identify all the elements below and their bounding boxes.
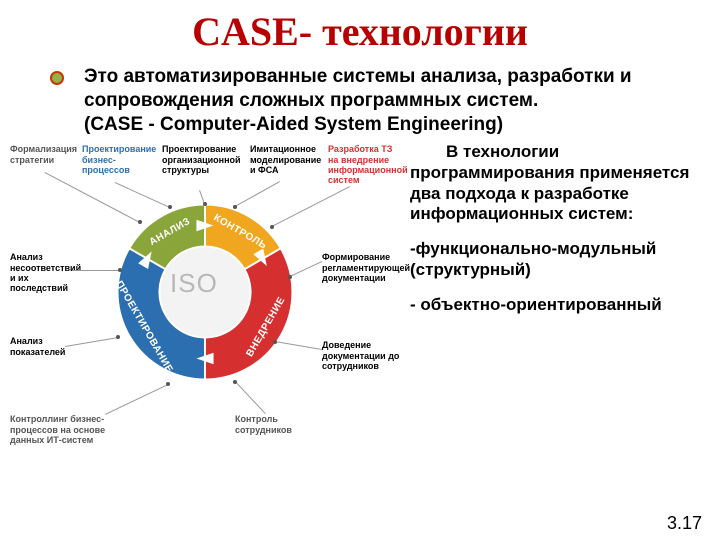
outer-label: Проектирование организационной структуры bbox=[162, 144, 248, 175]
outer-label: Проектирование бизнес-процессов bbox=[82, 144, 162, 175]
outer-label: Анализ несоответствий и их последствий bbox=[10, 252, 86, 293]
pointer-line bbox=[72, 270, 120, 271]
definition-row: Это автоматизированные системы анализа, … bbox=[0, 55, 720, 136]
approach-1: -функционально-модульный (структурный) bbox=[410, 239, 698, 280]
page-title: CASE- технологии bbox=[0, 0, 720, 55]
definition-text: Это автоматизированные системы анализа, … bbox=[84, 65, 680, 136]
center-label: ISO bbox=[170, 268, 218, 299]
outer-label: Имитационное моделирование и ФСА bbox=[250, 144, 326, 175]
content-row: ISO ПРОЕКТИРОВАНИЕВНЕДРЕНИЕКОНТРОЛЬАНАЛИ… bbox=[0, 136, 720, 442]
pointer-line bbox=[105, 384, 168, 415]
outer-label: Контроль сотрудников bbox=[235, 414, 315, 435]
bullet-icon bbox=[50, 71, 64, 85]
approach-intro: В технологии программирования применяетс… bbox=[410, 142, 698, 225]
iso-diagram: ISO ПРОЕКТИРОВАНИЕВНЕДРЕНИЕКОНТРОЛЬАНАЛИ… bbox=[10, 142, 400, 442]
outer-label: Формализация стратегии bbox=[10, 144, 80, 165]
approach-2: - объектно-ориентированный bbox=[410, 295, 698, 316]
outer-label: Формирование регламентирующей документац… bbox=[322, 252, 404, 283]
outer-label: Контроллинг бизнес-процессов на основе д… bbox=[10, 414, 140, 445]
page-number: 3.17 bbox=[667, 513, 702, 534]
right-column: В технологии программирования применяетс… bbox=[410, 142, 698, 442]
outer-label: Доведение документации до сотрудников bbox=[322, 340, 404, 371]
outer-label: Разработка ТЗ на внедрение информационно… bbox=[328, 144, 404, 185]
